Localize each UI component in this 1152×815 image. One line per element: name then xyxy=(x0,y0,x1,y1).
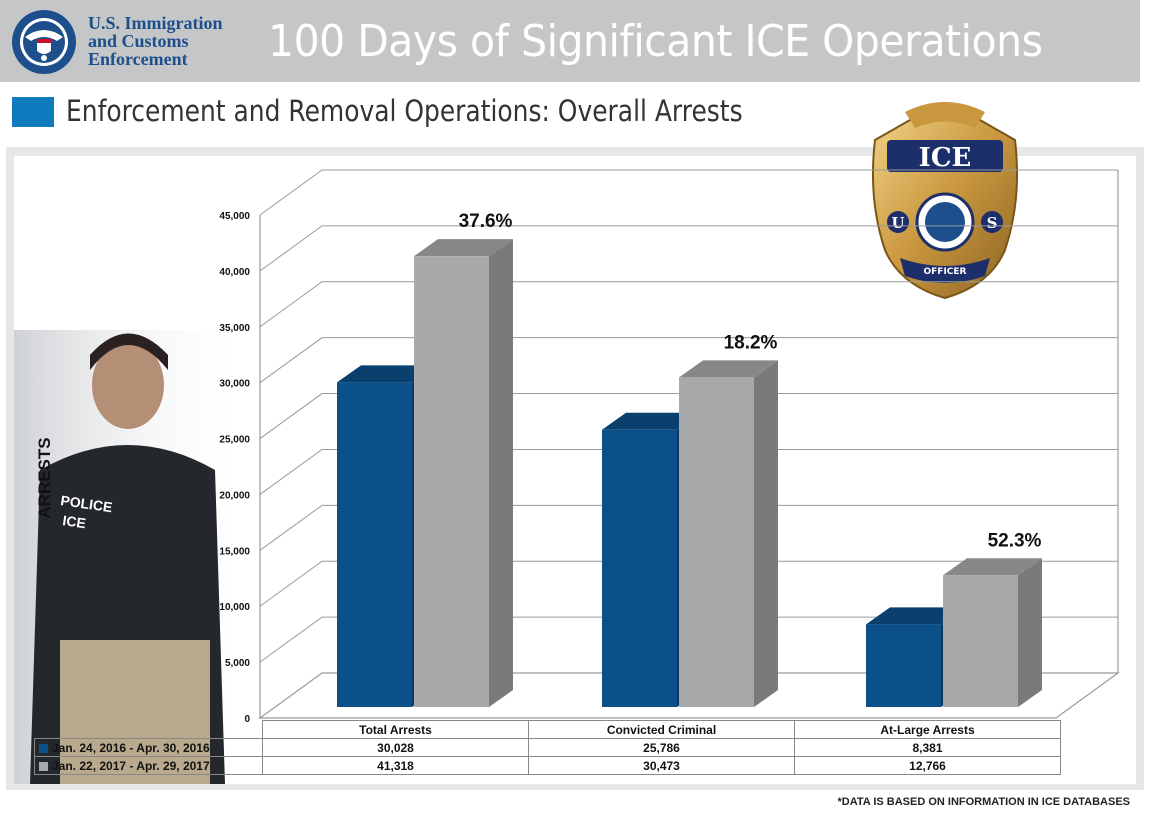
agency-line-1: U.S. Immigration xyxy=(88,13,223,33)
vest-text-ice: ICE xyxy=(62,512,87,531)
legend-swatch-2017 xyxy=(39,761,48,771)
y-tick-label: 45,000 xyxy=(219,211,250,222)
gridline xyxy=(259,504,1118,551)
data-table: Total Arrests Convicted Criminal At-Larg… xyxy=(34,720,1061,775)
bar-0-1 xyxy=(414,239,513,708)
table-cell: 25,786 xyxy=(528,738,795,757)
category-label-convicted-criminal: Convicted Criminal xyxy=(528,720,795,739)
legend-label-2016: Jan. 24, 2016 - Apr. 30, 2016 xyxy=(52,740,210,755)
footnote: *DATA IS BASED ON INFORMATION IN ICE DAT… xyxy=(837,796,1130,808)
gridline xyxy=(259,281,1118,328)
gridlines xyxy=(259,169,1118,663)
y-tick-label: 20,000 xyxy=(219,490,250,501)
table-header-row: Total Arrests Convicted Criminal At-Larg… xyxy=(34,720,1061,739)
badge-text-officer: OFFICER xyxy=(924,267,967,277)
percent-change-label: 52.3% xyxy=(988,530,1042,551)
section-marker xyxy=(12,97,54,127)
officer-photo: POLICE ICE xyxy=(14,330,254,784)
section-title: Enforcement and Removal Operations: Over… xyxy=(66,94,743,128)
y-tick-label: 15,000 xyxy=(219,546,250,557)
table-cell: 12,766 xyxy=(794,756,1061,775)
table-corner xyxy=(34,720,263,739)
table-row: Jan. 22, 2017 - Apr. 29, 2017 41,318 30,… xyxy=(34,756,1061,775)
category-label-at-large-arrests: At-Large Arrests xyxy=(794,720,1061,739)
table-cell: 30,473 xyxy=(528,756,795,775)
agency-line-2: and Customs xyxy=(88,31,189,51)
agency-name: U.S. Immigration and Customs Enforcement xyxy=(88,14,223,68)
bar-2-1 xyxy=(943,558,1042,707)
bar-1-1 xyxy=(679,360,778,707)
header-banner: U.S. Immigration and Customs Enforcement… xyxy=(0,0,1140,82)
badge-letter-s: S xyxy=(987,214,998,232)
table-cell: 41,318 xyxy=(262,756,529,775)
gridline xyxy=(259,169,1118,216)
y-axis-label: ARRESTS xyxy=(35,437,54,518)
y-tick-label: 35,000 xyxy=(219,323,250,334)
y-tick-label: 5,000 xyxy=(225,658,250,669)
category-label-total-arrests: Total Arrests xyxy=(262,720,529,739)
agency-line-3: Enforcement xyxy=(88,49,188,69)
ice-badge-icon: ICE U S OFFICER xyxy=(871,102,1019,300)
table-cell: 8,381 xyxy=(794,738,1061,757)
legend-entry-2016: Jan. 24, 2016 - Apr. 30, 2016 xyxy=(34,738,263,757)
percent-change-label: 18.2% xyxy=(724,332,778,353)
table-row: Jan. 24, 2016 - Apr. 30, 2016 30,028 25,… xyxy=(34,738,1061,757)
gridline xyxy=(259,448,1118,495)
y-tick-label: 30,000 xyxy=(219,379,250,390)
y-axis-ticks: 0 5,000 10,000 15,000 20,000 25,000 30,000 35,0… xyxy=(219,211,250,725)
y-tick-label: 40,000 xyxy=(219,267,250,278)
y-tick-label: 25,000 xyxy=(219,435,250,446)
gridline xyxy=(259,616,1118,663)
legend-label-2017: Jan. 22, 2017 - Apr. 29, 2017 xyxy=(52,758,210,773)
vest-text-police: POLICE xyxy=(60,492,114,515)
gridline xyxy=(259,393,1118,439)
y-tick-label: 0 xyxy=(244,714,250,725)
gridline xyxy=(259,337,1118,384)
annotations: 37.6% 18.2% 52.3% xyxy=(459,211,1042,551)
badge-text-ice: ICE xyxy=(919,143,972,173)
gridline xyxy=(259,560,1118,607)
legend-swatch-2016 xyxy=(39,743,48,753)
percent-change-label: 37.6% xyxy=(459,211,513,232)
gridline xyxy=(259,225,1118,272)
y-tick-label: 10,000 xyxy=(219,602,250,613)
dhs-seal-icon xyxy=(12,10,76,74)
bars xyxy=(337,239,1042,708)
legend-entry-2017: Jan. 22, 2017 - Apr. 29, 2017 xyxy=(34,756,263,775)
page-title: 100 Days of Significant ICE Operations xyxy=(268,16,1043,67)
badge-letter-u: U xyxy=(891,214,904,232)
table-cell: 30,028 xyxy=(262,738,529,757)
